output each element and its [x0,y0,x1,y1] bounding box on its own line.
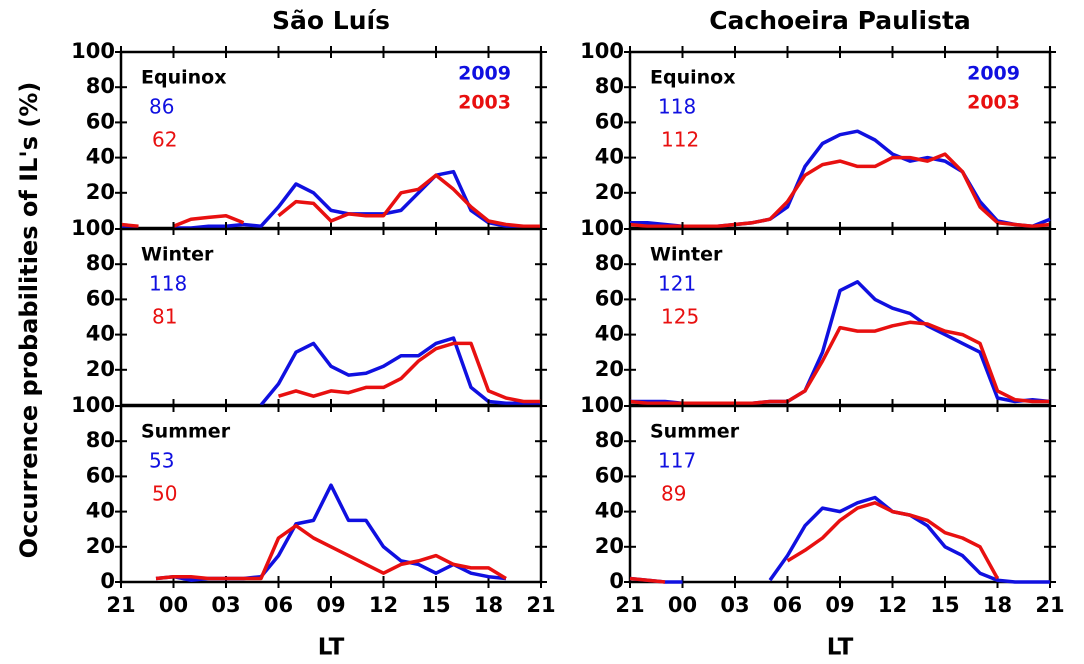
x-tick-label: 12 [878,593,907,617]
x-tick-label: 21 [526,593,555,617]
x-tick-label: 03 [211,593,240,617]
y-tick-label: 60 [86,109,115,133]
count: 81 [152,305,177,329]
y-tick-label: 20 [86,357,115,381]
series-line [277,341,541,404]
series-line [629,152,1051,228]
count: 125 [661,305,699,329]
y-tick-label: 80 [595,251,624,275]
x-tick-label: 06 [264,593,293,617]
y-tick-label: 0 [100,569,115,593]
y-tick-label: 60 [86,463,115,487]
x-tick-label: 00 [159,593,188,617]
series-line [629,320,1050,405]
y-tick-label: 80 [86,251,115,275]
count: 112 [661,128,699,152]
panel-label: Winter [650,244,723,266]
y-tick-label: 20 [595,180,624,204]
legend-entry: 2003 [967,92,1020,114]
y-tick-label: 40 [86,145,115,169]
y-tick-label: 100 [580,39,624,63]
count: 53 [149,449,174,473]
legend-entry: 2003 [458,92,511,114]
chart-title: Cachoeira Paulista [709,6,971,35]
x-tick-label: 21 [1035,593,1064,617]
count: 86 [149,95,174,119]
y-tick-label: 40 [86,322,115,346]
legend-entry: 2009 [458,63,511,85]
y-tick-label: 40 [595,322,624,346]
y-tick-label: 100 [71,393,115,417]
y-tick-label: 80 [595,74,624,98]
y-tick-label: 40 [86,499,115,523]
count: 118 [658,95,696,119]
count: 121 [658,272,696,296]
y-tick-label: 60 [595,286,624,310]
series-line [629,495,1050,584]
y-tick-label: 60 [595,109,624,133]
y-tick-label: 100 [580,216,624,240]
y-tick-label: 20 [86,534,115,558]
x-tick-label: 12 [369,593,398,617]
y-tick-label: 20 [86,180,115,204]
panel-label: Summer [650,421,740,443]
series-line [155,523,507,581]
x-tick-label: 21 [106,593,135,617]
panel-label: Equinox [650,67,735,89]
count: 62 [152,128,177,152]
y-tick-label: 80 [86,428,115,452]
y-tick-label: 40 [595,499,624,523]
count: 89 [661,482,686,506]
series-line [120,173,541,228]
y-tick-label: 100 [580,393,624,417]
y-axis-label: Occurrence probabilities of IL's (%) [15,82,43,559]
panel-label: Summer [141,421,231,443]
x-tick-label: 06 [773,593,802,617]
x-tick-label: 03 [720,593,749,617]
count: 117 [658,449,696,473]
series-line [259,336,542,407]
x-tick-label: 18 [983,593,1012,617]
y-tick-label: 80 [595,428,624,452]
y-tick-label: 100 [71,39,115,63]
x-tick-label: 15 [930,593,959,617]
series-line [630,280,1051,405]
legend-entry: 2009 [967,63,1020,85]
y-tick-label: 20 [595,357,624,381]
y-tick-label: 60 [595,463,624,487]
x-tick-label: 09 [825,593,854,617]
x-tick-label: 21 [615,593,644,617]
y-tick-label: 40 [595,145,624,169]
x-axis-label: LT [318,635,345,661]
y-tick-label: 100 [71,216,115,240]
panel-label: Equinox [141,67,226,89]
x-tick-label: 00 [668,593,697,617]
x-axis-label: LT [827,635,854,661]
count: 118 [149,272,187,296]
x-tick-label: 18 [474,593,503,617]
y-tick-label: 80 [86,74,115,98]
chart-title: São Luís [272,6,390,35]
x-tick-label: 09 [316,593,345,617]
count: 50 [152,482,177,506]
y-tick-label: 60 [86,286,115,310]
x-tick-label: 15 [421,593,450,617]
panel-label: Winter [141,244,214,266]
y-tick-label: 20 [595,534,624,558]
series-line [629,501,1000,584]
y-tick-label: 0 [609,569,624,593]
